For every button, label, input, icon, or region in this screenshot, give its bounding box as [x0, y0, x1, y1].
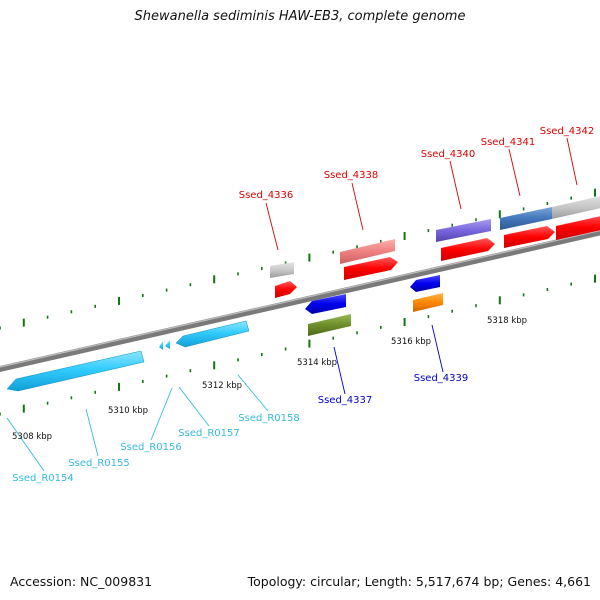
callout-line-ssed-r0154	[6, 417, 45, 472]
gene-box-ssed-4340-purple[interactable]	[436, 219, 491, 242]
lower-tick-track	[0, 274, 596, 416]
feature-label-ssed-4339[interactable]: Ssed_4339	[414, 373, 469, 384]
callout-line-ssed-4337	[333, 346, 346, 395]
feature-label-ssed-r0155[interactable]: Ssed_R0155	[68, 458, 129, 469]
callout-line-ssed-r0157	[178, 386, 210, 427]
scale-label: 5316 kbp	[391, 337, 431, 347]
map-title: Shewanella sediminis HAW-EB3, complete g…	[134, 9, 466, 24]
gene-arrow-ssed-4342[interactable]	[556, 214, 600, 240]
callout-line-ssed-4336	[265, 202, 279, 251]
feature-label-ssed-4337[interactable]: Ssed_4337	[318, 395, 373, 406]
gene-box-ssed-4337-green[interactable]	[308, 314, 351, 336]
feature-label-ssed-r0157[interactable]: Ssed_R0157	[178, 428, 239, 439]
gene-box-ssed-4336-gray[interactable]	[270, 262, 294, 278]
scale-label: 5308 kbp	[12, 432, 52, 442]
gene-arrow-ssed-4338[interactable]	[344, 257, 398, 280]
rna-feature-arrow[interactable]	[165, 340, 170, 349]
gene-arrow-ssed-4339[interactable]	[410, 275, 440, 292]
feature-label-ssed-4340[interactable]: Ssed_4340	[421, 149, 476, 160]
callout-line-ssed-r0158	[237, 374, 269, 412]
callout-line-ssed-4341	[508, 148, 521, 197]
gene-box-ssed-4341-steel[interactable]	[500, 207, 552, 230]
gene-box-ssed-4339-orange[interactable]	[413, 293, 443, 312]
feature-label-ssed-4338[interactable]: Ssed_4338	[324, 170, 379, 181]
gene-box-ssed-4342-gray[interactable]	[552, 194, 600, 219]
feature-label-ssed-r0154[interactable]: Ssed_R0154	[12, 473, 73, 484]
upper-tick-track	[0, 188, 596, 330]
scale-label: 5318 kbp	[487, 316, 527, 326]
gene-arrow-ssed-4336[interactable]	[275, 281, 297, 298]
rna-feature-arrow[interactable]	[175, 320, 250, 348]
callout-line-ssed-4340	[449, 160, 462, 210]
feature-label-ssed-4341[interactable]: Ssed_4341	[481, 137, 536, 148]
rna-feature-arrow[interactable]	[159, 341, 163, 350]
callout-line-ssed-4342	[566, 137, 578, 186]
accession-text: Accession: NC_009831	[10, 574, 153, 589]
genome-summary-text: Topology: circular; Length: 5,517,674 bp…	[247, 574, 591, 589]
gene-arrow-ssed-4337[interactable]	[305, 294, 346, 314]
feature-label-ssed-r0158[interactable]: Ssed_R0158	[238, 413, 299, 424]
scale-label: 5312 kbp	[202, 381, 242, 391]
callout-line-ssed-4339	[431, 324, 444, 373]
gene-arrow-ssed-4341[interactable]	[504, 226, 555, 248]
scale-label: 5310 kbp	[108, 406, 148, 416]
rna-feature-arrow[interactable]	[6, 350, 145, 392]
callout-line-ssed-r0155	[85, 408, 99, 457]
scale-label: 5314 kbp	[297, 358, 337, 368]
feature-label-ssed-4336[interactable]: Ssed_4336	[239, 190, 294, 201]
feature-label-ssed-4342[interactable]: Ssed_4342	[540, 126, 595, 137]
gene-box-ssed-4338-pink[interactable]	[340, 239, 395, 264]
callout-line-ssed-4338	[351, 182, 364, 231]
genome-backbone-highlight	[0, 229, 600, 368]
gene-arrow-ssed-4340[interactable]	[441, 238, 495, 261]
callout-line-ssed-r0156	[150, 387, 173, 441]
feature-label-ssed-r0156[interactable]: Ssed_R0156	[120, 442, 181, 453]
